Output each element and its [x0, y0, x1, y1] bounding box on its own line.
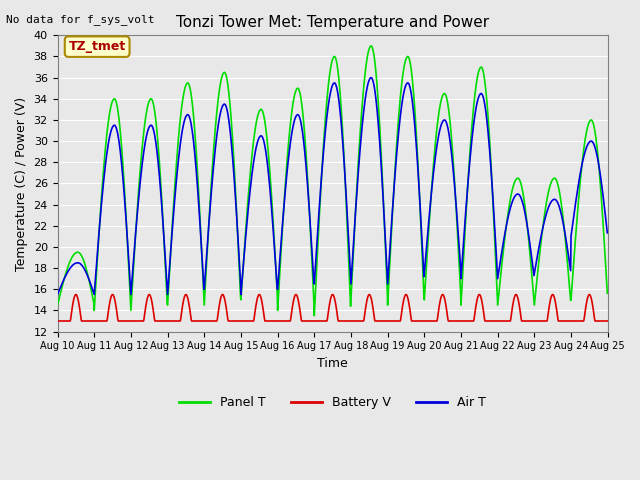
Text: No data for f_sys_volt: No data for f_sys_volt: [6, 14, 155, 25]
Title: Tonzi Tower Met: Temperature and Power: Tonzi Tower Met: Temperature and Power: [176, 15, 489, 30]
Y-axis label: Temperature (C) / Power (V): Temperature (C) / Power (V): [15, 96, 28, 271]
X-axis label: Time: Time: [317, 357, 348, 370]
Text: TZ_tmet: TZ_tmet: [68, 40, 126, 53]
Legend: Panel T, Battery V, Air T: Panel T, Battery V, Air T: [174, 391, 491, 414]
